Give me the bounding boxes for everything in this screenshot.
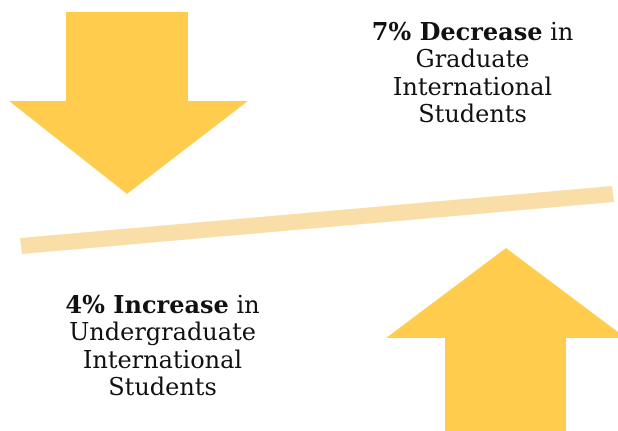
decrease-line-2: Graduate [415,45,530,74]
increase-headline: 4% Increase [65,290,229,319]
divider-line [20,186,614,254]
increase-first-line: 4% Increase in [30,291,295,319]
increase-line-4: Students [108,373,217,402]
decrease-first-line-rest: in [542,18,574,46]
decrease-line-4: Students [418,100,527,129]
decrease-headline: 7% Decrease [371,17,543,46]
decrease-first-line: 7% Decrease in [345,18,600,46]
decrease-line-3: International [392,72,553,101]
decrease-text-block: 7% Decrease in Graduate International St… [345,18,600,128]
increase-text-block: 4% Increase in Undergraduate Internation… [30,291,295,401]
increase-line-2: Undergraduate [69,318,256,347]
down-arrow-icon [9,12,248,194]
increase-first-line-rest: in [228,291,260,319]
increase-line-3: International [82,345,243,374]
up-arrow-icon [386,248,618,431]
